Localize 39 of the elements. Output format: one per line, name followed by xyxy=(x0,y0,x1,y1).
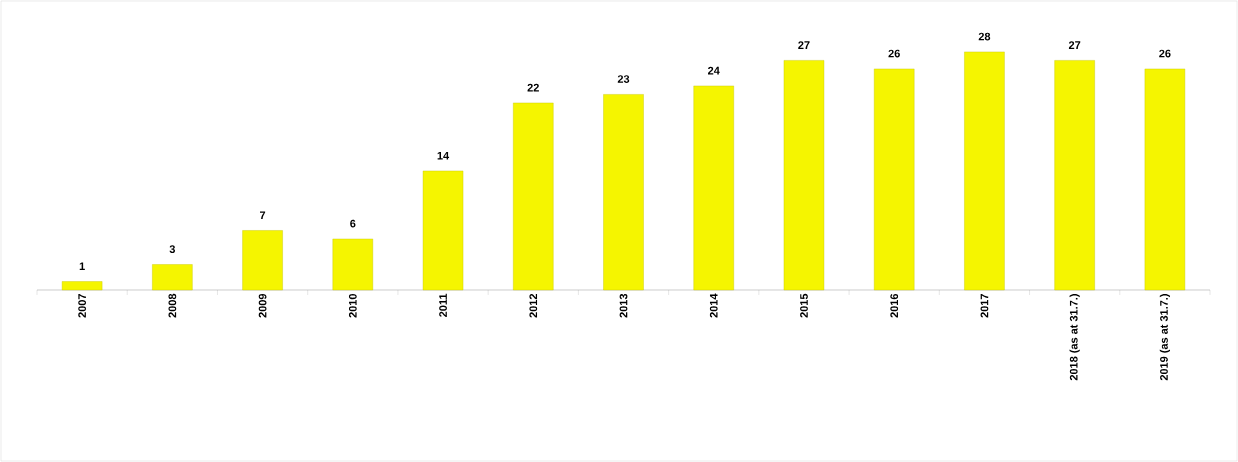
bar xyxy=(242,230,283,291)
data-label: 1 xyxy=(79,262,85,270)
data-label: 7 xyxy=(260,211,266,219)
data-label: 26 xyxy=(1159,49,1171,58)
data-label: 24 xyxy=(708,66,720,75)
bar xyxy=(332,238,374,291)
x-tick-label: 2008 xyxy=(168,293,177,318)
bar xyxy=(693,85,734,291)
bar xyxy=(61,281,103,291)
data-label: 3 xyxy=(169,245,175,253)
x-tick-label: 2007 xyxy=(78,294,86,318)
x-tick-label: 2011 xyxy=(439,293,447,317)
x-tick-label: 2009 xyxy=(258,293,267,318)
bar xyxy=(1144,68,1186,291)
x-tick-label: 2014 xyxy=(709,293,718,318)
x-tick-label: 2010 xyxy=(348,293,357,318)
data-label: 6 xyxy=(350,219,356,228)
x-tick-label: 2016 xyxy=(890,293,899,318)
bar xyxy=(783,60,825,291)
bar xyxy=(422,170,464,291)
data-label: 14 xyxy=(437,151,450,160)
data-label: 27 xyxy=(798,41,810,49)
data-label: 22 xyxy=(527,83,539,92)
data-label: 26 xyxy=(888,49,900,58)
data-label: 27 xyxy=(1068,41,1081,49)
x-tick-label: 2018 (as at 31.7.) xyxy=(1069,294,1080,381)
bar xyxy=(1054,60,1095,291)
x-tick-label: 2012 xyxy=(529,293,538,318)
bar xyxy=(513,102,554,291)
data-label: 23 xyxy=(617,75,630,83)
bar xyxy=(603,94,644,291)
data-label: 28 xyxy=(978,32,991,41)
x-tick-label: 2013 xyxy=(619,293,628,318)
x-tick-label: 2015 xyxy=(800,293,808,318)
bar xyxy=(152,264,193,291)
bar xyxy=(964,51,1005,291)
x-tick-label: 2017 xyxy=(980,294,989,318)
bar xyxy=(874,68,915,291)
x-tick-label: 2019 (as at 31.7.) xyxy=(1159,294,1170,381)
